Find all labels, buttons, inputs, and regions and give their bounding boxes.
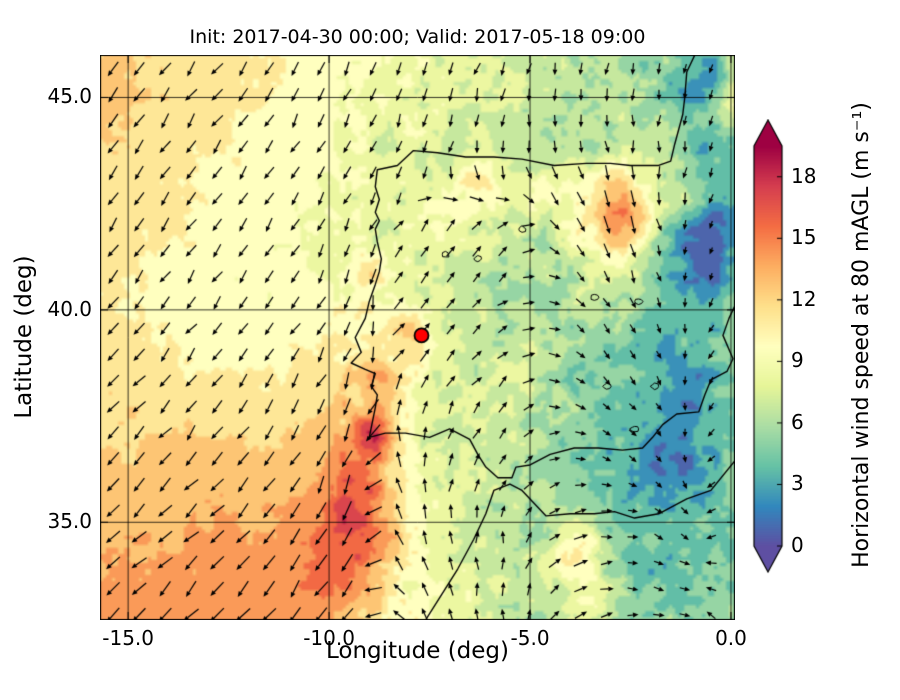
colorbar-tick-label: 12: [791, 286, 817, 311]
y-axis-label: Latitude (deg): [11, 255, 37, 419]
y-tick-label: 45.0: [47, 84, 92, 109]
colorbar-tick-label: 0: [791, 533, 804, 557]
colorbar-tick-label: 3: [791, 471, 804, 496]
y-tick-label: 40.0: [47, 296, 92, 321]
colorbar-tick-label: 18: [791, 163, 817, 188]
x-axis-label: Longitude (deg): [325, 638, 509, 664]
x-tick-label: -5.0: [510, 626, 550, 650]
x-tick-label: -10.0: [303, 626, 355, 650]
x-tick-label: 0.0: [715, 626, 747, 650]
plot-title: Init: 2017-04-30 00:00; Valid: 2017-05-1…: [189, 26, 646, 48]
colorbar-tick-label: 15: [791, 225, 817, 250]
colorbar-tick-label: 9: [791, 348, 804, 373]
colorbar-tick-label: 6: [791, 409, 804, 434]
y-tick-label: 35.0: [47, 509, 92, 534]
colorbar-label: Horizontal wind speed at 80 mAGL (m s⁻¹): [849, 102, 874, 568]
colorbar: [752, 119, 786, 575]
map-canvas: [100, 55, 735, 620]
x-tick-label: -15.0: [102, 626, 154, 650]
